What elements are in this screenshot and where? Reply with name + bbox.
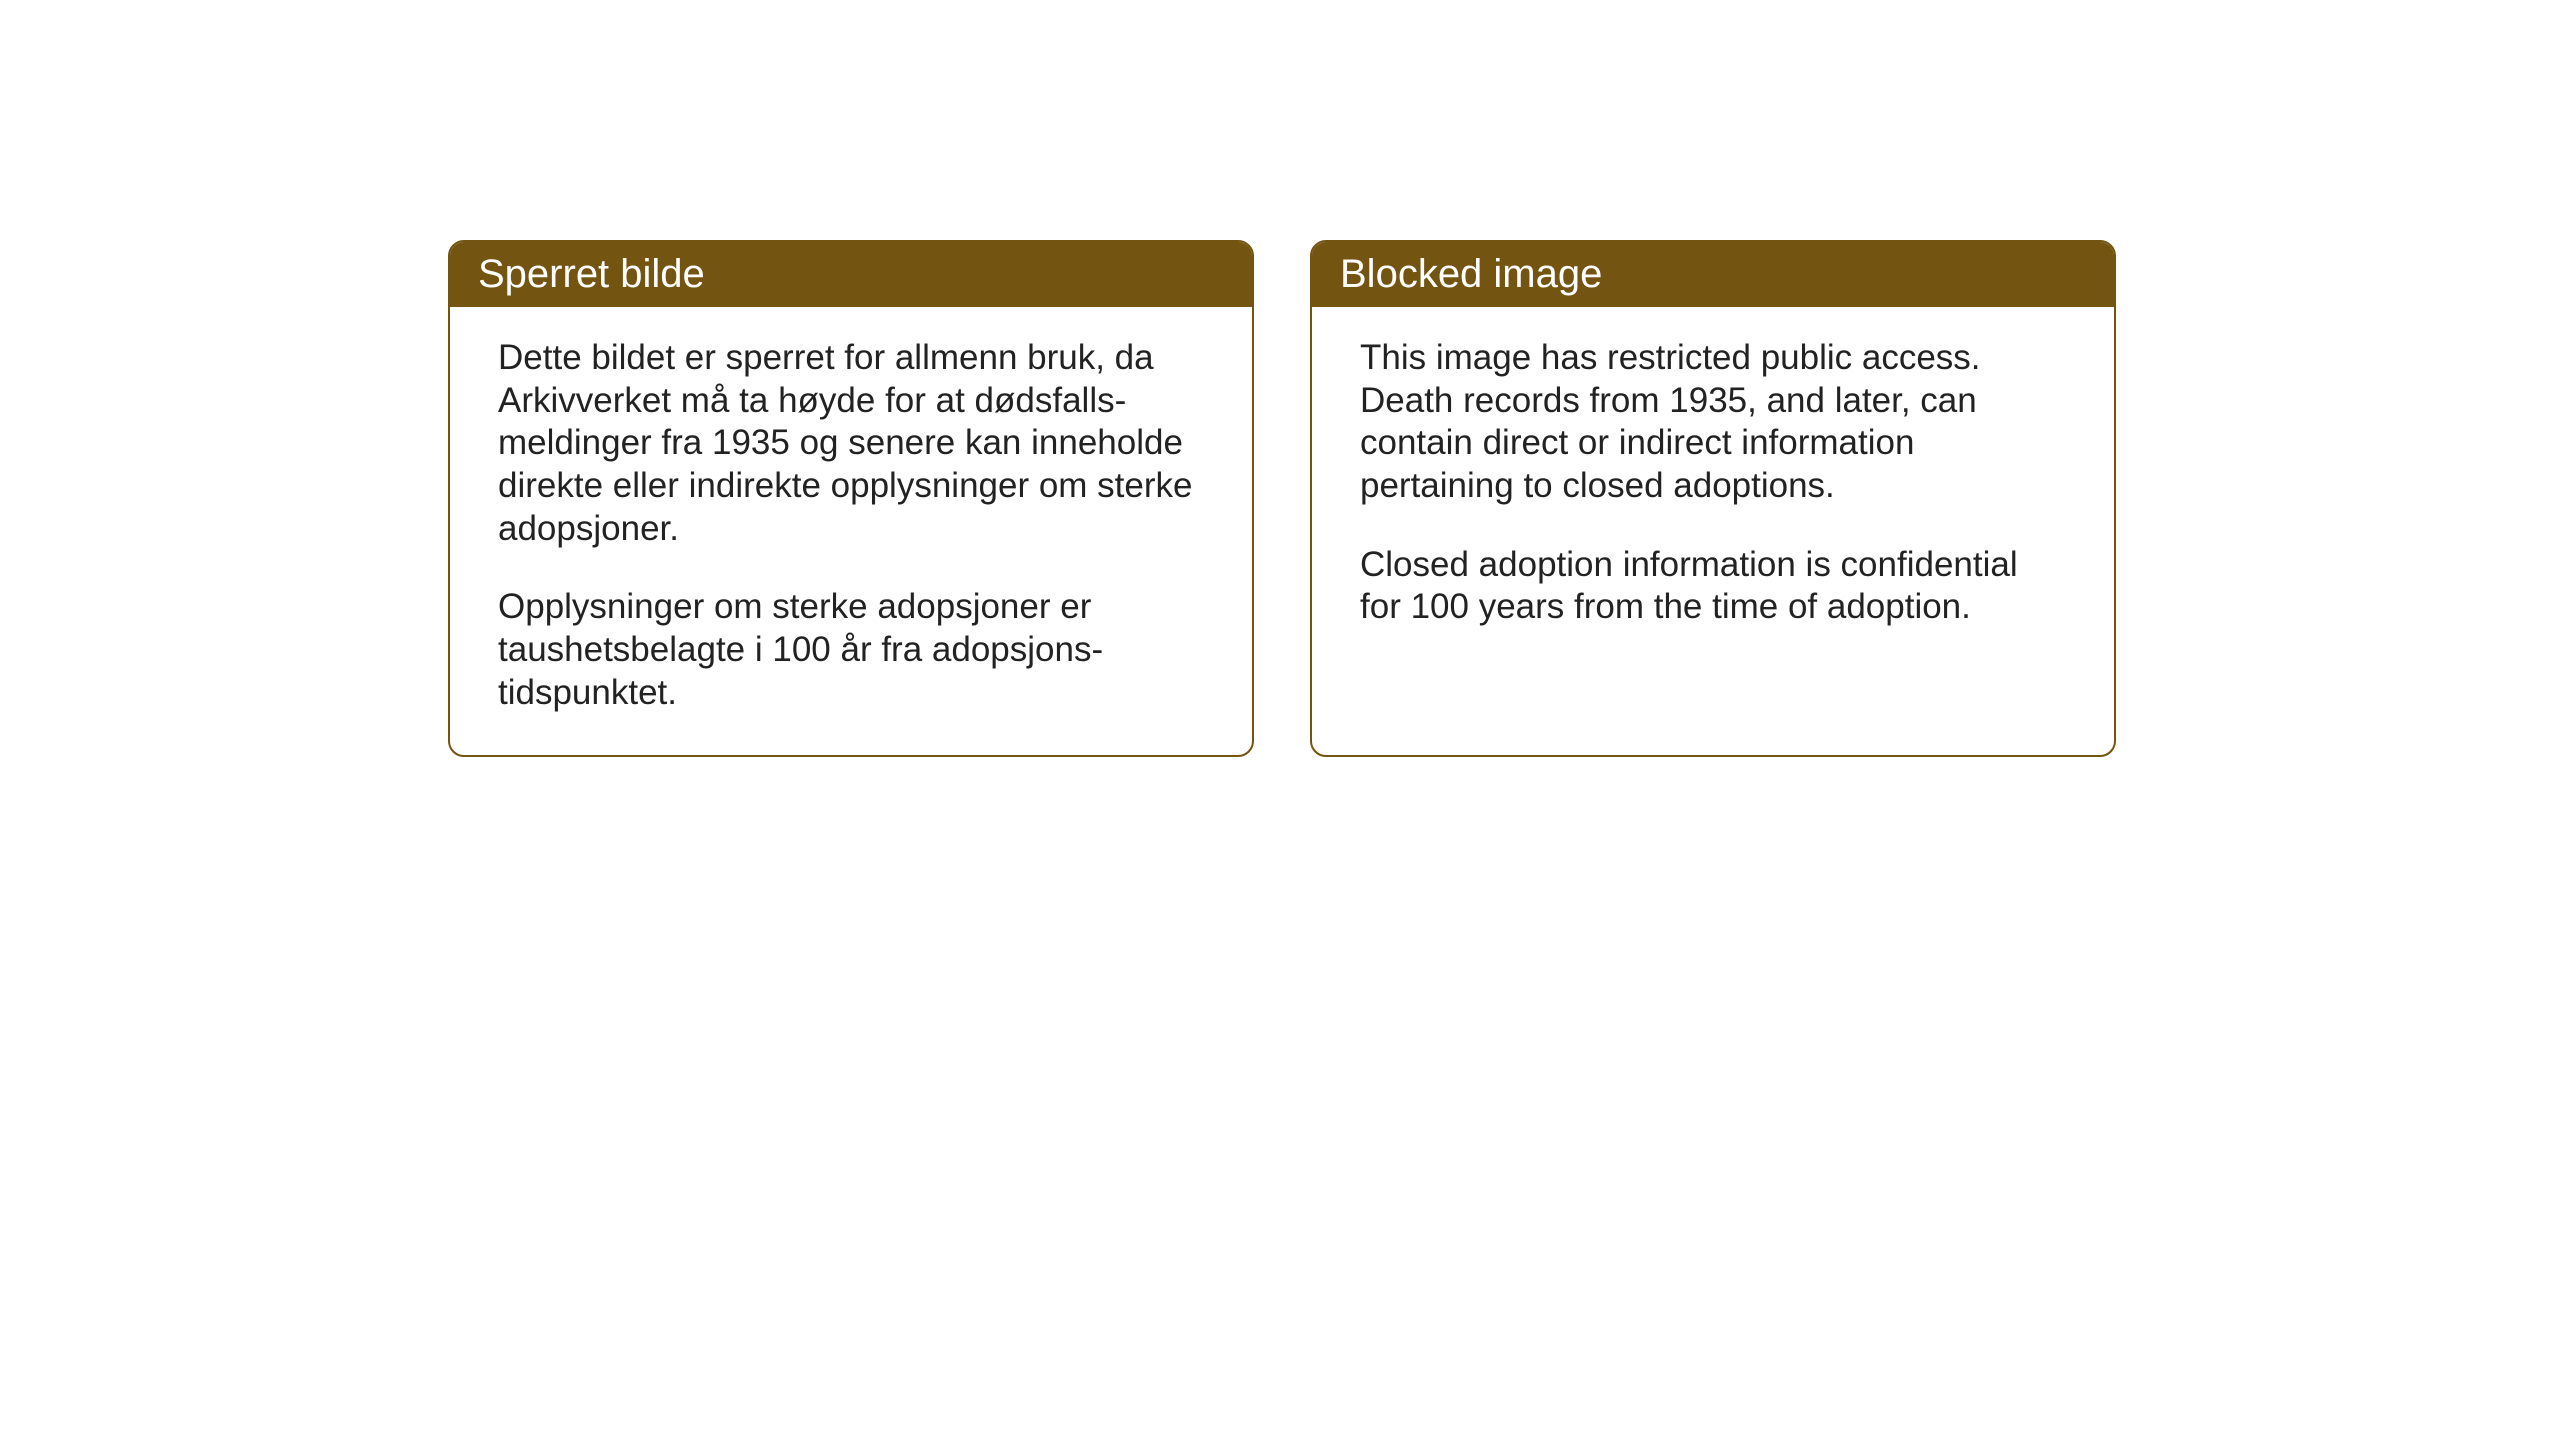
notice-container: Sperret bilde Dette bildet er sperret fo… — [448, 240, 2116, 757]
paragraph-text: Closed adoption information is confident… — [1360, 544, 2066, 629]
notice-card-norwegian: Sperret bilde Dette bildet er sperret fo… — [448, 240, 1254, 757]
card-header-english: Blocked image — [1312, 242, 2114, 307]
card-body-norwegian: Dette bildet er sperret for allmenn bruk… — [450, 307, 1252, 755]
card-body-english: This image has restricted public access.… — [1312, 307, 2114, 669]
card-header-norwegian: Sperret bilde — [450, 242, 1252, 307]
notice-card-english: Blocked image This image has restricted … — [1310, 240, 2116, 757]
paragraph-text: This image has restricted public access.… — [1360, 337, 2066, 508]
paragraph-text: Dette bildet er sperret for allmenn bruk… — [498, 337, 1204, 550]
paragraph-text: Opplysninger om sterke adopsjoner er tau… — [498, 586, 1204, 714]
